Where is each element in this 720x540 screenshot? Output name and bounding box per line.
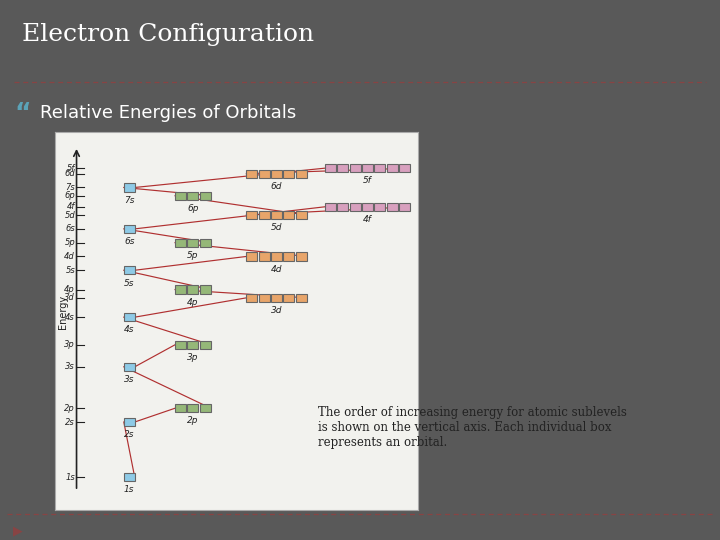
Bar	[271, 211, 282, 219]
Bar	[296, 170, 307, 178]
Bar	[199, 404, 211, 413]
Bar	[350, 202, 361, 211]
Text: 4f: 4f	[67, 202, 75, 211]
Bar	[258, 170, 269, 178]
Text: 4d: 4d	[64, 252, 75, 261]
Text: 6d: 6d	[271, 182, 282, 191]
Text: 6p: 6p	[64, 191, 75, 200]
Bar	[246, 170, 257, 178]
Text: 7s: 7s	[124, 196, 135, 205]
Bar	[399, 202, 410, 211]
Text: Energy: Energy	[58, 295, 68, 329]
Bar	[337, 164, 348, 172]
Bar	[258, 252, 269, 261]
Bar	[271, 252, 282, 261]
Bar	[175, 192, 186, 200]
Bar	[187, 286, 198, 294]
Bar	[199, 192, 211, 200]
Bar	[325, 164, 336, 172]
Bar	[199, 341, 211, 349]
Text: 5f: 5f	[67, 164, 75, 173]
Bar	[387, 164, 397, 172]
Text: 4d: 4d	[271, 265, 282, 274]
Text: 5p: 5p	[64, 238, 75, 247]
Text: The order of increasing energy for atomic sublevels
is shown on the vertical axi: The order of increasing energy for atomi…	[318, 406, 627, 449]
Bar	[187, 341, 198, 349]
Text: 6s: 6s	[124, 237, 135, 246]
Bar	[175, 286, 186, 294]
Text: Relative Energies of Orbitals: Relative Energies of Orbitals	[40, 104, 296, 123]
Bar	[284, 170, 294, 178]
Bar	[199, 239, 211, 247]
Text: 5d: 5d	[271, 224, 282, 232]
Text: 6d: 6d	[64, 169, 75, 178]
Text: 5d: 5d	[64, 211, 75, 220]
Bar	[271, 170, 282, 178]
Text: 5p: 5p	[187, 251, 199, 260]
Bar	[246, 211, 257, 219]
Bar	[175, 239, 186, 247]
Bar	[325, 202, 336, 211]
Text: 6p: 6p	[187, 204, 199, 213]
Text: 3d: 3d	[64, 293, 75, 302]
Bar	[284, 211, 294, 219]
Text: 1s: 1s	[124, 485, 135, 495]
Bar	[124, 418, 135, 426]
Bar	[246, 252, 257, 261]
Bar	[124, 266, 135, 274]
Bar	[399, 164, 410, 172]
Text: Electron Configuration: Electron Configuration	[22, 23, 314, 45]
Bar	[362, 202, 373, 211]
Text: 4p: 4p	[64, 285, 75, 294]
Bar	[337, 202, 348, 211]
Text: 3p: 3p	[64, 340, 75, 349]
Text: 5f: 5f	[363, 177, 372, 185]
Bar	[258, 211, 269, 219]
Bar	[124, 225, 135, 233]
Text: 3p: 3p	[187, 353, 199, 362]
Text: 6s: 6s	[66, 224, 75, 233]
Bar	[187, 239, 198, 247]
Text: 3s: 3s	[124, 375, 135, 384]
Bar	[296, 252, 307, 261]
Text: 5s: 5s	[124, 279, 135, 287]
Text: 2p: 2p	[187, 416, 199, 426]
Bar	[175, 404, 186, 413]
Text: 5s: 5s	[66, 266, 75, 275]
Bar	[296, 294, 307, 302]
Text: 4s: 4s	[124, 326, 135, 334]
Text: 7s: 7s	[66, 183, 75, 192]
Bar	[175, 341, 186, 349]
Bar	[284, 252, 294, 261]
Bar	[296, 211, 307, 219]
Text: 2s: 2s	[124, 430, 135, 439]
Bar	[187, 404, 198, 413]
Text: 4p: 4p	[187, 298, 199, 307]
Bar	[258, 294, 269, 302]
Bar	[374, 164, 385, 172]
Bar	[284, 294, 294, 302]
Text: 4f: 4f	[363, 215, 372, 224]
Bar	[350, 164, 361, 172]
Bar	[246, 294, 257, 302]
Bar	[387, 202, 397, 211]
Bar	[271, 294, 282, 302]
Text: ▶: ▶	[13, 524, 22, 537]
Text: 3s: 3s	[66, 362, 75, 372]
Bar	[124, 363, 135, 371]
Bar	[374, 202, 385, 211]
Text: 1s: 1s	[66, 472, 75, 482]
Text: 2p: 2p	[64, 404, 75, 413]
Bar	[124, 313, 135, 321]
Text: “: “	[14, 102, 31, 125]
Bar	[362, 164, 373, 172]
Text: 4s: 4s	[66, 313, 75, 322]
Bar	[124, 184, 135, 192]
Bar	[199, 286, 211, 294]
Text: 3d: 3d	[271, 306, 282, 315]
Bar	[187, 192, 198, 200]
Text: 2s: 2s	[66, 417, 75, 427]
Bar	[124, 473, 135, 481]
